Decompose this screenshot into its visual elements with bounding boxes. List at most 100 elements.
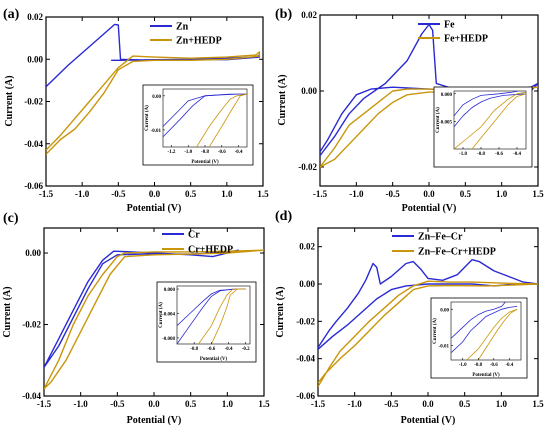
legend-label-0: Cr [188, 230, 200, 241]
x-tick-label: 0.5 [185, 399, 197, 409]
inset-x-tick-label: -0.4 [513, 152, 521, 157]
series-line-1 [320, 86, 538, 168]
inset-x-tick-label: -0.4 [235, 150, 243, 155]
x-tick-label: 1.5 [532, 189, 544, 199]
series-line-1 [318, 280, 538, 388]
series-line-0 [318, 259, 538, 350]
x-tick-label: -0.5 [386, 189, 401, 199]
inset-x-tick-label: -0.8 [477, 152, 485, 157]
inset-x-tick-label: -0.4 [505, 363, 513, 368]
inset-x-tick-label: -0.6 [490, 363, 498, 368]
inset-chart: -1.0 -0.8 -0.6 -0.4 0.00 -0.01 Potential (V) Cu… [430, 297, 528, 379]
inset-x-tick-label: -1.0 [459, 363, 467, 368]
y-tick-label: -0.06 [24, 181, 43, 191]
legend-label-0: Fe [444, 20, 455, 31]
y-tick-label: 0.00 [27, 54, 43, 64]
y-tick-label: 0.02 [27, 12, 43, 22]
inset-chart: -1.2 -1.0 -0.8 -0.6 -0.4 0.00 -0.01 Potential (… [142, 84, 254, 166]
x-axis-title: Potential (V) [401, 415, 456, 426]
y-axis-title: Current (A) [4, 75, 15, 126]
inset-frame [433, 86, 533, 168]
y-tick-label: -0.02 [298, 162, 317, 172]
chart-panel-0: -1.5 -1.0 -0.5 0.0 0.5 1.0 1.5 -0.06 -0.04 -0.02 0… [3, 7, 269, 214]
y-tick-label: 0.02 [299, 242, 315, 252]
y-tick-label: 0.00 [25, 248, 41, 258]
x-tick-label: -1.0 [349, 189, 364, 199]
legend-label-0: Zn [176, 22, 189, 33]
inset-series-line-3 [471, 93, 526, 149]
legend-label-1: Zn+HEDP [176, 36, 222, 47]
inset-series-line-0 [454, 91, 519, 117]
inset-y-axis-title: Current (A) [433, 318, 438, 344]
x-tick-label: -1.0 [348, 399, 363, 409]
inset-series-line-1 [451, 306, 518, 354]
panel-label: (b) [275, 7, 292, 22]
x-tick-label: 0.0 [423, 189, 435, 199]
y-tick-label: 0.00 [299, 279, 315, 289]
panel-label: (c) [3, 211, 19, 226]
y-tick-label: -0.02 [24, 97, 43, 107]
inset-series-line-2 [196, 93, 247, 147]
chart-panel-3: -1.5 -1.0 -0.5 0.0 0.5 1.0 1.5 -0.06 -0.04 -0.02 0… [275, 209, 544, 426]
x-tick-label: -0.5 [110, 399, 125, 409]
legend-label-1: Cr+HEDP [188, 245, 233, 256]
inset-y-axis-title: Current (A) [436, 107, 441, 133]
legend-label-0: Zn–Fe–Cr [418, 232, 463, 243]
series-line-1 [46, 51, 261, 155]
x-tick-label: 0.5 [459, 399, 471, 409]
inset-x-tick-label: -0.8 [190, 347, 198, 352]
x-tick-label: 0.5 [460, 189, 472, 199]
x-tick-label: -1.0 [74, 399, 89, 409]
inset-series-line-3 [208, 93, 247, 147]
inset-series-line-3 [211, 288, 246, 344]
inset-y-tick-label: -0.005 [439, 120, 452, 125]
inset-x-tick-label: -1.0 [459, 152, 467, 157]
inset-series-line-1 [163, 93, 247, 127]
x-tick-label: 1.5 [257, 189, 269, 199]
inset-x-axis-title: Potential (V) [472, 373, 500, 378]
x-tick-label: -1.5 [311, 399, 326, 409]
chart-panel-1: -1.5 -1.0 -0.5 0.0 0.5 1.0 1.5 -0.02 0.00 0.02 Pot… [275, 7, 544, 214]
x-tick-label: 0.5 [185, 189, 197, 199]
inset-y-tick-label: -0.01 [151, 129, 162, 134]
panel-label: (d) [275, 209, 292, 224]
x-tick-label: -0.5 [111, 189, 126, 199]
legend-label-1: Zn–Fe–Cr+HEDP [418, 247, 496, 258]
x-axis-title: Potential (V) [402, 203, 457, 214]
inset-chart: -0.8 -0.6 -0.4 -0.2 0.000 -0.004 -0.008 Potenti… [156, 281, 257, 363]
x-tick-label: -1.0 [75, 189, 90, 199]
inset-series-line-3 [477, 308, 518, 360]
x-tick-label: 1.0 [496, 399, 508, 409]
inset-y-tick-label: 0.00 [152, 95, 161, 100]
inset-x-tick-label: -1.0 [184, 150, 192, 155]
x-tick-label: -1.5 [313, 189, 328, 199]
x-axis-title: Potential (V) [127, 203, 182, 214]
legend-label-1: Fe+HEDP [444, 34, 488, 45]
inset-series-line-2 [454, 91, 526, 149]
inset-plot-frame [453, 90, 527, 150]
inset-y-tick-label: 0.000 [164, 288, 176, 293]
y-tick-label: -0.04 [296, 354, 315, 364]
x-tick-label: 1.5 [258, 399, 270, 409]
x-tick-label: 1.5 [532, 399, 544, 409]
x-tick-label: -1.5 [37, 399, 52, 409]
inset-x-axis-title: Potential (V) [191, 160, 219, 165]
y-tick-label: -0.06 [296, 391, 315, 401]
y-axis-title: Current (A) [275, 286, 286, 337]
inset-series-line-0 [451, 302, 506, 339]
y-axis-title: Current (A) [277, 74, 288, 125]
inset-x-tick-label: -0.8 [474, 363, 482, 368]
inset-plot-frame [176, 285, 251, 345]
x-tick-label: 1.0 [221, 189, 233, 199]
inset-y-tick-label: 0.00 [440, 308, 449, 313]
x-tick-label: 1.0 [222, 399, 234, 409]
inset-frame [156, 281, 257, 363]
y-tick-label: -0.04 [22, 391, 41, 401]
inset-series-line-2 [466, 308, 518, 360]
x-tick-label: 0.0 [149, 189, 161, 199]
inset-series-line-2 [198, 288, 246, 344]
inset-y-axis-title: Current (A) [159, 302, 164, 328]
x-tick-label: 0.0 [148, 399, 160, 409]
